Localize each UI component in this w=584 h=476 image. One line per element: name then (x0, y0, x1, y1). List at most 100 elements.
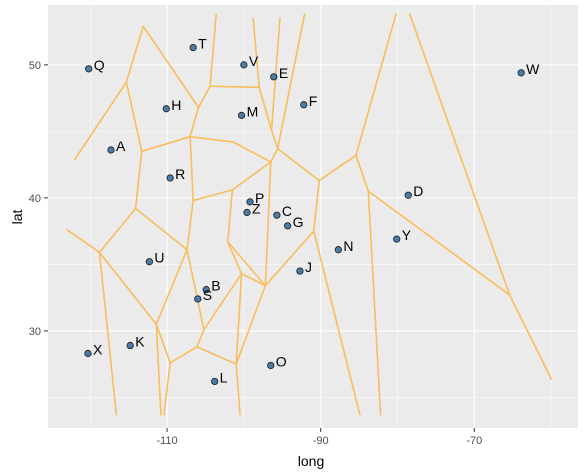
voronoi-edge (98, 251, 118, 416)
voronoi-edge (312, 230, 361, 416)
plot-panel (48, 5, 578, 428)
point-k (126, 341, 134, 350)
voronoi-edge (235, 284, 267, 365)
point-a (107, 146, 115, 154)
voronoi-edge (235, 272, 243, 365)
point-l (211, 377, 219, 386)
voronoi-edge (276, 13, 306, 150)
point-c (273, 211, 281, 219)
voronoi-edge (264, 161, 272, 287)
point-t (189, 43, 197, 52)
point-label-a: A (116, 138, 126, 154)
voronoi-edge (155, 248, 188, 326)
point-h (162, 105, 170, 113)
y-tick-label: 40 (29, 193, 41, 205)
voronoi-edge (226, 240, 243, 275)
point-label-q: Q (94, 57, 105, 73)
voronoi-edge (318, 154, 357, 182)
voronoi-edge (209, 13, 218, 87)
voronoi-edge (189, 135, 194, 202)
point-n (334, 246, 342, 254)
voronoi-edge (252, 17, 261, 89)
voronoi-edge (192, 189, 234, 202)
point-f (300, 101, 308, 109)
point-labels: A B C D E F G H J K L M N O P Q R S T U V W X Y Z (93, 36, 540, 386)
point-label-m: M (247, 103, 259, 119)
voronoi-edge (355, 154, 370, 193)
x-tick-label: -110 (156, 435, 177, 447)
point-z (243, 208, 251, 217)
point-x (84, 349, 92, 358)
point-label-w: W (526, 61, 540, 77)
voronoi-edge (270, 129, 279, 150)
voronoi-edge (231, 161, 272, 191)
voronoi-edge (235, 363, 241, 416)
voronoi-edge (155, 323, 171, 364)
voronoi-edge (66, 229, 101, 254)
voronoi-edge (163, 362, 171, 416)
point-label-g: G (293, 214, 304, 230)
voronoi-edge (312, 179, 320, 232)
point-j (296, 267, 304, 275)
voronoi-edge (155, 323, 162, 416)
voronoi-edge (189, 106, 200, 138)
point-label-r: R (175, 166, 185, 182)
point-label-u: U (154, 250, 164, 266)
voronoi-edge (355, 13, 397, 157)
point-d (404, 191, 412, 199)
minor-gridlines (48, 5, 578, 428)
voronoi-edges (66, 13, 552, 416)
y-tick-label: 50 (29, 60, 41, 72)
point-label-o: O (276, 353, 287, 369)
point-label-p: P (255, 190, 264, 206)
point-m (237, 111, 246, 120)
point-w (517, 69, 525, 77)
y-axis-ticks: 30 40 50 (29, 60, 48, 338)
point-label-n: N (343, 238, 353, 254)
voronoi-edge (134, 150, 143, 210)
data-points (84, 43, 525, 386)
voronoi-edge (367, 190, 382, 416)
voronoi-edge (134, 207, 188, 251)
point-label-j: J (305, 259, 312, 275)
voronoi-edge (203, 272, 243, 331)
point-s (194, 295, 202, 303)
point-b (202, 286, 210, 294)
voronoi-edge (125, 25, 145, 83)
point-label-l: L (220, 369, 228, 385)
point-e (270, 73, 278, 81)
voronoi-edge (186, 248, 205, 331)
voronoi-edge (226, 189, 234, 243)
voronoi-edge (226, 240, 267, 287)
point-label-s: S (203, 287, 212, 303)
x-axis-ticks: -110 -90 -70 (156, 428, 482, 447)
voronoi-edge (240, 272, 267, 287)
voronoi-edge (125, 81, 143, 153)
voronoi-edge (196, 346, 237, 365)
point-g (284, 222, 292, 230)
voronoi-edge (189, 135, 234, 143)
point-label-b: B (211, 278, 220, 294)
voronoi-edge (367, 190, 511, 296)
voronoi-edge (74, 81, 128, 161)
point-label-f: F (309, 93, 318, 109)
voronoi-edge (169, 346, 198, 364)
voronoi-edge (264, 230, 315, 287)
point-label-c: C (282, 203, 292, 219)
voronoi-edge (408, 13, 511, 296)
voronoi-edge (142, 25, 200, 109)
voronoi-edge (276, 147, 320, 182)
point-r (166, 174, 174, 182)
point-label-z: Z (252, 201, 261, 217)
point-u (145, 258, 153, 266)
voronoi-edge (98, 251, 158, 326)
voronoi-edge (98, 207, 137, 254)
voronoi-edge (269, 147, 279, 163)
point-label-v: V (249, 53, 259, 69)
voronoi-edge (196, 328, 205, 348)
point-p (246, 198, 254, 206)
voronoi-edge (232, 141, 272, 163)
point-label-x: X (93, 342, 103, 358)
